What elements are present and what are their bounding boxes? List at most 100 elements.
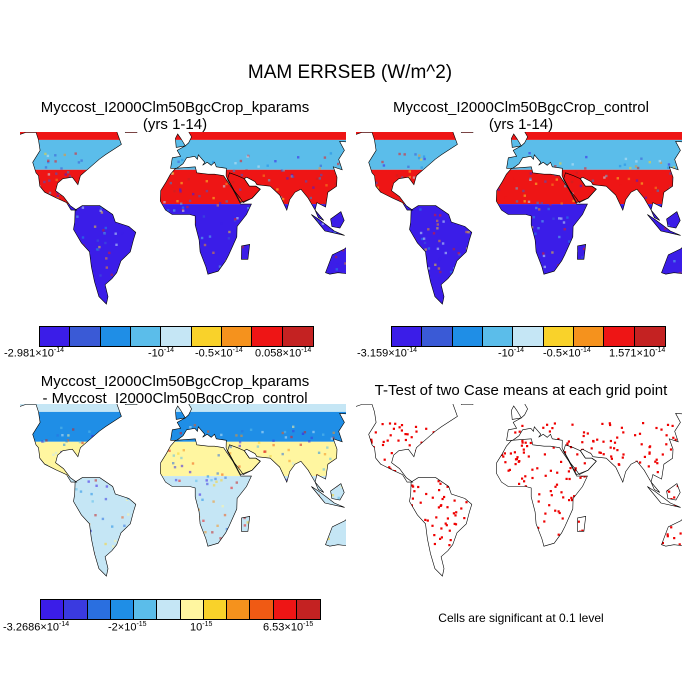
colorbar-swatch xyxy=(40,327,71,346)
grid-cell xyxy=(205,545,208,548)
grid-cell xyxy=(152,502,155,506)
grid-cell xyxy=(67,227,71,230)
significant-cell xyxy=(387,529,390,532)
significant-cell xyxy=(610,457,613,460)
grid-cell xyxy=(280,169,284,172)
grid-cell xyxy=(155,246,158,249)
significant-cell xyxy=(593,539,596,542)
grid-cell xyxy=(31,549,35,553)
grid-cell xyxy=(54,451,58,455)
grid-cell xyxy=(532,216,535,219)
grid-cell xyxy=(179,224,183,228)
grid-cell xyxy=(600,258,603,261)
significant-cell xyxy=(518,502,521,505)
colorbar-swatch xyxy=(191,327,222,346)
grid-cell xyxy=(218,265,222,268)
significant-cell xyxy=(582,501,585,504)
significant-cell xyxy=(563,451,567,454)
grid-cell xyxy=(92,536,95,540)
grid-cell xyxy=(162,520,165,523)
grid-cell xyxy=(137,162,140,165)
grid-cell xyxy=(195,479,198,483)
grid-cell xyxy=(427,247,431,250)
grid-cell xyxy=(225,182,228,186)
grid-cell xyxy=(189,434,192,438)
significant-cell xyxy=(632,479,635,482)
grid-cell xyxy=(108,251,111,255)
colorbar-tick-label: -2×10-15 xyxy=(108,621,147,634)
grid-cell xyxy=(51,234,54,238)
grid-cell xyxy=(44,551,48,555)
significant-cell xyxy=(425,449,429,452)
grid-cell xyxy=(63,153,66,157)
grid-cell xyxy=(489,153,493,156)
significant-cell xyxy=(629,507,632,510)
grid-cell xyxy=(326,507,329,511)
grid-cell xyxy=(603,176,606,179)
grid-cell xyxy=(333,473,336,477)
grid-cell xyxy=(188,199,192,203)
grid-cell xyxy=(458,196,461,199)
panel-title-line1: Myccost_I2000Clm50BgcCrop_kparams xyxy=(40,99,310,116)
significant-cell xyxy=(460,507,463,510)
grid-cell xyxy=(308,440,311,443)
grid-cell xyxy=(74,187,77,191)
grid-cell xyxy=(139,430,142,433)
colorbar-swatch xyxy=(161,327,192,346)
significant-cell xyxy=(402,528,405,531)
grid-cell xyxy=(299,443,302,446)
significant-cell xyxy=(616,436,619,439)
grid-cell xyxy=(266,160,270,164)
significant-cell xyxy=(495,513,499,516)
significant-cell xyxy=(598,451,601,454)
grid-cell xyxy=(297,475,300,479)
grid-cell xyxy=(192,550,195,553)
colorbar-swatch xyxy=(134,600,158,619)
grid-cell xyxy=(118,459,121,462)
significant-cell xyxy=(481,488,484,491)
grid-cell xyxy=(622,220,625,224)
grid-cell xyxy=(618,164,622,168)
grid-cell xyxy=(603,195,607,198)
grid-cell xyxy=(115,243,118,246)
grid-cell xyxy=(93,195,96,198)
significant-cell xyxy=(388,466,391,469)
panel-title-line2: - Myccost_I2000Clm50BgcCrop_control xyxy=(42,390,308,407)
significant-cell xyxy=(431,524,434,527)
grid-cell xyxy=(260,216,263,219)
grid-cell xyxy=(183,234,186,237)
significant-cell xyxy=(627,480,631,483)
grid-cell xyxy=(62,540,65,543)
grid-cell xyxy=(320,502,323,505)
grid-cell xyxy=(316,499,319,503)
grid-cell xyxy=(120,429,124,432)
grid-cell xyxy=(617,275,620,278)
grid-cell xyxy=(425,185,429,188)
grid-cell xyxy=(164,552,167,555)
significant-cell xyxy=(629,474,632,477)
significant-cell xyxy=(564,531,567,535)
grid-cell xyxy=(96,184,99,187)
grid-cell xyxy=(55,214,58,217)
grid-cell xyxy=(610,262,614,265)
grid-cell xyxy=(293,487,297,490)
grid-cell xyxy=(269,483,272,486)
grid-cell xyxy=(195,538,198,542)
grid-cell xyxy=(75,255,78,258)
grid-cell xyxy=(616,177,619,180)
grid-cell xyxy=(62,548,65,551)
significant-cell xyxy=(444,522,447,525)
grid-cell xyxy=(395,174,399,177)
grid-cell xyxy=(615,219,618,222)
grid-cell xyxy=(81,206,85,209)
significant-cell xyxy=(635,518,638,521)
significant-cell xyxy=(496,445,499,448)
grid-cell xyxy=(63,268,66,271)
grid-cell xyxy=(441,242,445,245)
grid-cell xyxy=(438,239,441,243)
colorbar-tick-label: -3.159×10-14 xyxy=(357,347,417,360)
grid-cell xyxy=(676,180,680,183)
significant-cell xyxy=(566,442,569,445)
grid-cell xyxy=(240,272,244,276)
grid-cell xyxy=(515,271,518,275)
